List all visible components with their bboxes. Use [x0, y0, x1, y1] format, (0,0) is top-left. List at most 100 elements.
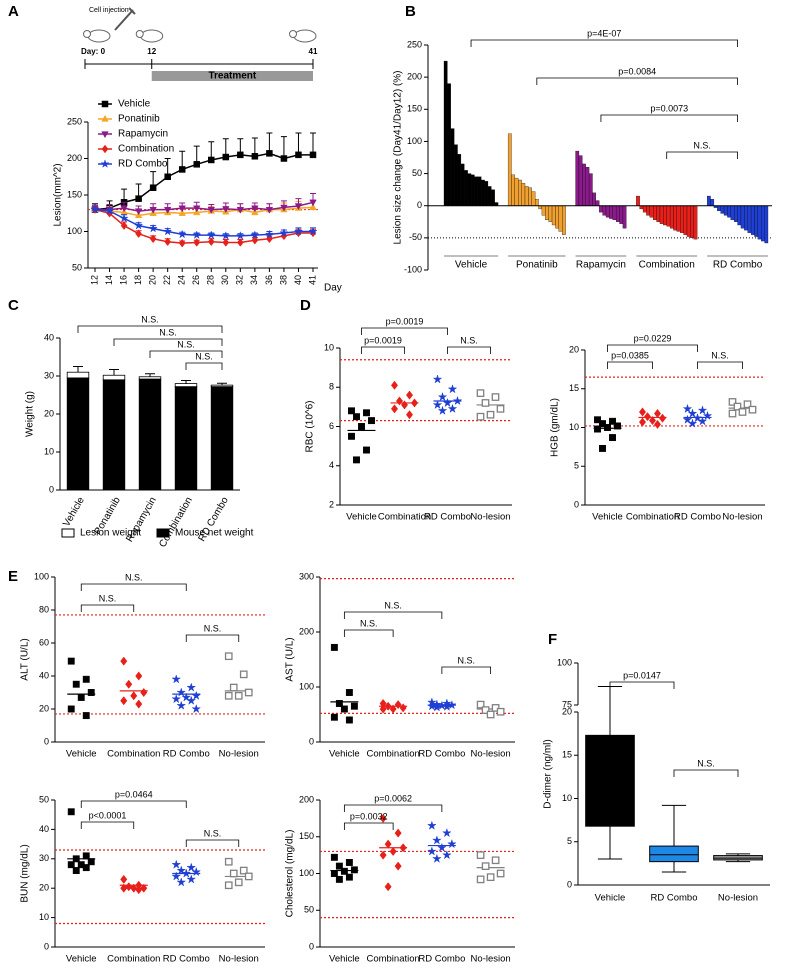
y-tick-label: 30	[39, 853, 49, 863]
bar	[683, 205, 688, 235]
data-point	[176, 865, 187, 875]
mouse-icon	[87, 29, 111, 43]
y-axis-label: D-dimer (ng/ml)	[543, 739, 554, 808]
data-point	[309, 199, 317, 207]
x-tick-label: Combination	[366, 749, 419, 760]
y-tick-label: 200	[299, 626, 314, 636]
data-point	[309, 203, 317, 211]
legend-marker	[101, 100, 109, 108]
y-tick-label: 20	[562, 706, 572, 716]
data-point	[193, 161, 200, 168]
bar	[764, 205, 769, 244]
x-tick-label: 22	[162, 275, 172, 285]
data-point	[394, 828, 402, 838]
data-point	[486, 410, 495, 419]
data-point	[148, 223, 158, 233]
data-point	[177, 229, 187, 239]
data-point	[224, 652, 233, 661]
significance-bracket	[80, 583, 187, 591]
y-tick-label: 20	[44, 408, 54, 418]
bar	[491, 189, 495, 206]
x-tick-label: RD Combo	[418, 954, 465, 965]
bar	[761, 205, 765, 242]
data-point	[738, 408, 747, 416]
y-tick-label: 30	[44, 370, 54, 380]
data-point	[186, 874, 197, 884]
mouse-icon	[140, 29, 164, 43]
data-point	[82, 712, 90, 720]
bar-segment	[138, 376, 162, 380]
y-tick-label: 0	[567, 879, 572, 889]
x-tick-label: 24	[177, 275, 187, 285]
data-point	[171, 859, 182, 869]
data-point	[496, 707, 505, 716]
data-point	[486, 873, 495, 882]
data-point	[363, 446, 370, 454]
data-point	[431, 835, 442, 845]
significance-label: N.S.	[711, 350, 729, 360]
data-point	[72, 680, 80, 688]
data-point	[224, 881, 233, 890]
legend-label: Vehicle	[118, 99, 151, 110]
data-point	[447, 384, 458, 394]
bar	[605, 205, 610, 218]
data-point	[682, 403, 693, 414]
data-point	[186, 695, 197, 705]
significance-bracket	[536, 77, 738, 85]
bar	[457, 154, 462, 206]
data-point	[348, 407, 355, 415]
data-point	[432, 399, 443, 410]
data-point	[643, 412, 652, 422]
x-tick-label: Vehicle	[329, 749, 360, 760]
data-point	[410, 398, 419, 408]
significance-bracket	[607, 361, 653, 369]
x-tick-label: Vehicle	[346, 512, 377, 523]
group-label: Combination	[639, 260, 695, 271]
data-point	[251, 153, 259, 160]
data-point	[72, 867, 80, 875]
y-axis-label: RBC (10^6)	[305, 401, 316, 453]
data-point	[176, 700, 187, 710]
error-bar	[145, 373, 155, 377]
data-point	[224, 857, 233, 866]
data-point	[178, 209, 186, 216]
bar	[507, 133, 512, 206]
error-bar	[109, 369, 119, 376]
x-tick-label: RD Combo	[651, 893, 698, 904]
x-tick-label: Combination	[366, 954, 419, 965]
bar	[477, 176, 482, 206]
data-point	[481, 399, 490, 407]
data-point	[234, 878, 243, 887]
data-point	[178, 166, 186, 173]
error-bar	[266, 132, 273, 154]
y-tick-label: 100	[299, 868, 314, 878]
data-point	[335, 875, 343, 883]
data-point	[399, 703, 407, 713]
significance-bracket	[113, 338, 223, 346]
bar	[524, 186, 529, 206]
y-tick-label: 10	[569, 422, 579, 432]
data-point	[186, 682, 197, 692]
data-point	[340, 705, 348, 713]
data-point	[221, 230, 231, 240]
data-point	[178, 238, 186, 248]
significance-bracket	[470, 39, 738, 47]
bar-segment	[138, 378, 162, 491]
x-tick-label: RD Combo	[674, 512, 721, 523]
bar	[562, 205, 566, 235]
data-point	[599, 420, 606, 428]
significance-bracket	[666, 151, 738, 159]
data-point	[441, 849, 452, 860]
legend-marker	[101, 131, 109, 139]
data-point	[120, 221, 128, 230]
data-point	[481, 862, 490, 871]
data-point	[250, 230, 260, 240]
data-point	[164, 237, 171, 247]
data-point	[171, 693, 182, 704]
error-bar	[73, 366, 83, 373]
panel-letter: F	[548, 631, 557, 648]
x-tick-label: 32	[235, 275, 245, 285]
significance-label: N.S.	[384, 600, 402, 610]
significance-label: N.S.	[99, 593, 117, 603]
